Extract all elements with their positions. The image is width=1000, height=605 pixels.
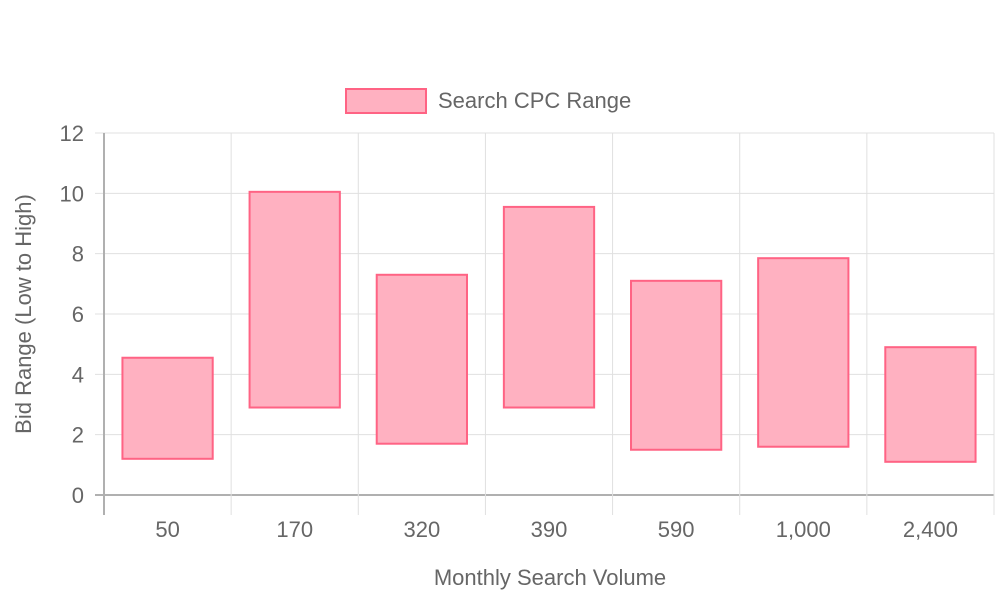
- bar-range[interactable]: [884, 346, 977, 463]
- legend-label[interactable]: Search CPC Range: [438, 88, 631, 113]
- legend-swatch[interactable]: [345, 88, 427, 114]
- y-tick-label: 10: [60, 181, 84, 206]
- y-tick-label: 6: [72, 302, 84, 327]
- y-tick-label: 4: [72, 362, 84, 387]
- tick-labels: 0 2 4 6 8 10 12 50 170 320 390 590 1,000 2,400: [60, 121, 958, 542]
- bar-range[interactable]: [121, 356, 214, 460]
- x-axis-title: Monthly Search Volume: [434, 565, 666, 590]
- x-tick-label: 1,000: [776, 517, 831, 542]
- x-tick-label: 2,400: [903, 517, 958, 542]
- bars: [121, 190, 977, 463]
- x-tick-label: 390: [531, 517, 568, 542]
- y-tick-label: 0: [72, 483, 84, 508]
- bar-range[interactable]: [248, 190, 341, 409]
- y-tick-label: 2: [72, 423, 84, 448]
- x-tick-label: 320: [403, 517, 440, 542]
- bar-range[interactable]: [630, 279, 723, 451]
- bar-range[interactable]: [757, 257, 850, 448]
- y-tick-label: 12: [60, 121, 84, 146]
- x-tick-label: 50: [155, 517, 179, 542]
- y-axis-title: Bid Range (Low to High): [11, 194, 36, 434]
- x-tick-label: 590: [658, 517, 695, 542]
- y-tick-label: 8: [72, 242, 84, 267]
- legend[interactable]: Search CPC Range: [345, 88, 631, 114]
- bar-range[interactable]: [375, 273, 468, 445]
- bar-range[interactable]: [502, 205, 596, 409]
- x-tick-label: 170: [276, 517, 313, 542]
